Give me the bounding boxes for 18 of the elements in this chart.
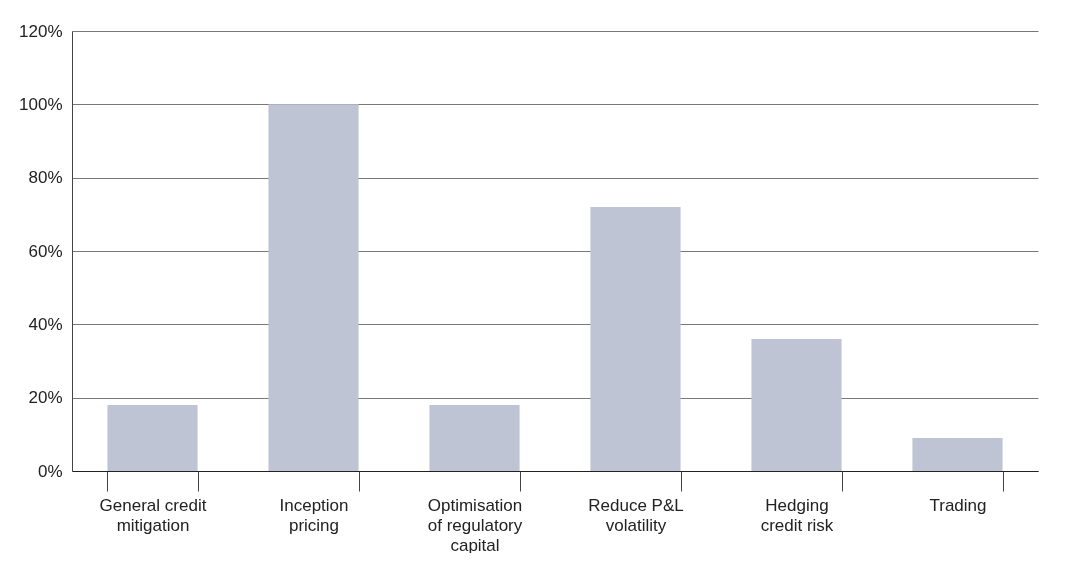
bar <box>590 207 681 471</box>
bar <box>107 405 198 471</box>
x-tick-label: Trading <box>929 495 987 515</box>
y-tick-label: 100% <box>19 94 63 114</box>
y-tick-label: 0% <box>37 461 63 481</box>
y-tick-label: 20% <box>28 388 63 408</box>
y-tick-label: 40% <box>28 314 63 334</box>
y-tick-label: 80% <box>28 168 63 188</box>
y-tick-label: 120% <box>19 21 63 41</box>
x-tick-label: Reduce P&L volatility <box>588 495 684 535</box>
x-tick-label: General credit mitigation <box>99 495 207 535</box>
bar <box>429 405 520 471</box>
x-tick-label: Inception pricing <box>279 495 349 535</box>
y-tick-label: 60% <box>28 241 63 261</box>
bar <box>268 104 359 471</box>
x-tick-label: Hedging credit risk <box>760 495 834 535</box>
bar <box>751 339 842 471</box>
bar <box>912 438 1003 471</box>
